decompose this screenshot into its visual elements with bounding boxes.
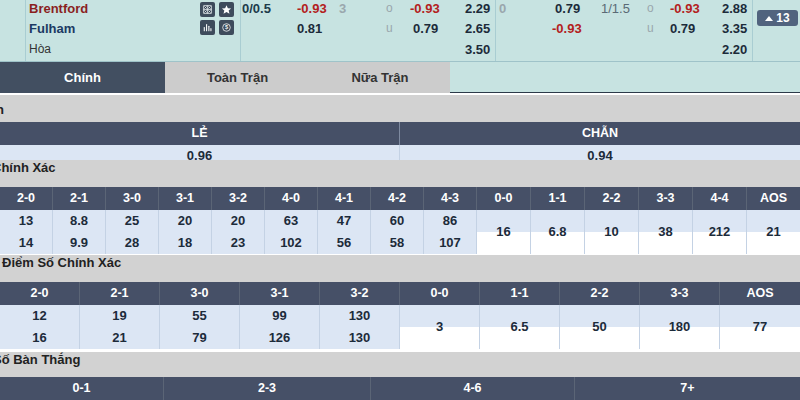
svg-text:S: S: [225, 25, 229, 30]
